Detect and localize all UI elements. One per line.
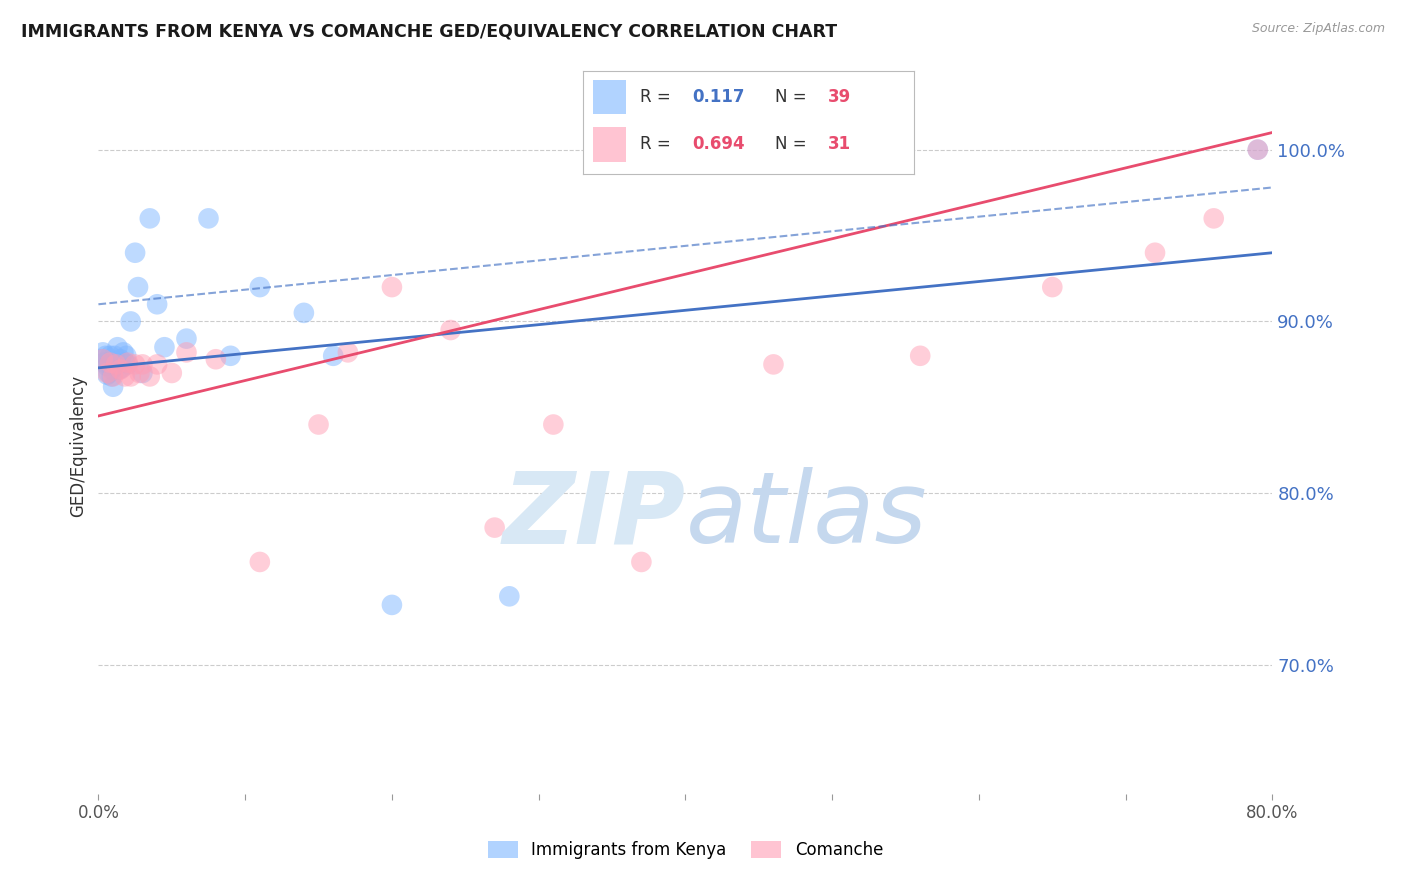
Point: [96, 368, 118, 382]
Text: N =: N =: [775, 136, 813, 153]
Point: [103, 349, 125, 363]
Point: [98, 358, 121, 372]
Point: [105, 358, 128, 372]
Point: [114, 369, 136, 384]
Point: [153, 340, 176, 354]
Text: R =: R =: [640, 88, 676, 106]
Point: [1247, 143, 1270, 157]
Point: [249, 555, 271, 569]
Point: [91, 345, 114, 359]
Point: [115, 349, 138, 363]
Point: [381, 280, 404, 294]
Point: [94, 349, 117, 363]
Text: 0.117: 0.117: [693, 88, 745, 106]
Point: [97, 366, 120, 380]
Point: [197, 211, 219, 226]
Bar: [593, 127, 627, 161]
Point: [146, 358, 169, 372]
Legend: Immigrants from Kenya, Comanche: Immigrants from Kenya, Comanche: [481, 834, 890, 865]
Bar: [593, 79, 627, 114]
Point: [124, 245, 146, 260]
Text: IMMIGRANTS FROM KENYA VS COMANCHE GED/EQUIVALENCY CORRELATION CHART: IMMIGRANTS FROM KENYA VS COMANCHE GED/EQ…: [21, 22, 837, 40]
Point: [96, 366, 118, 380]
Point: [498, 590, 520, 604]
Point: [543, 417, 565, 432]
Point: [108, 362, 131, 376]
Point: [101, 358, 124, 372]
Point: [131, 366, 153, 380]
Point: [114, 356, 136, 370]
Point: [146, 297, 169, 311]
Point: [762, 358, 785, 372]
Text: N =: N =: [775, 88, 813, 106]
Point: [336, 345, 359, 359]
Point: [139, 369, 162, 384]
Point: [98, 356, 121, 370]
Point: [93, 356, 115, 370]
Point: [308, 417, 330, 432]
Point: [117, 356, 139, 370]
Text: 0.694: 0.694: [693, 136, 745, 153]
Point: [101, 369, 124, 384]
Point: [381, 598, 404, 612]
Point: [205, 352, 228, 367]
Point: [1144, 245, 1167, 260]
Point: [1202, 211, 1225, 226]
Point: [117, 358, 139, 372]
Point: [107, 340, 129, 354]
Point: [110, 362, 132, 376]
Y-axis label: GED/Equivalency: GED/Equivalency: [69, 375, 87, 517]
Point: [91, 352, 114, 367]
Point: [124, 358, 146, 372]
Point: [219, 349, 242, 363]
Point: [630, 555, 652, 569]
Point: [1040, 280, 1063, 294]
Point: [484, 520, 506, 534]
Point: [98, 349, 121, 363]
Text: R =: R =: [640, 136, 676, 153]
Point: [120, 314, 142, 328]
Text: ZIP: ZIP: [502, 467, 686, 564]
Point: [100, 362, 122, 376]
Point: [160, 366, 183, 380]
Point: [128, 366, 150, 380]
Text: Source: ZipAtlas.com: Source: ZipAtlas.com: [1251, 22, 1385, 36]
Point: [105, 358, 128, 372]
Text: 31: 31: [828, 136, 851, 153]
Point: [176, 345, 198, 359]
Point: [101, 380, 124, 394]
Point: [96, 359, 118, 373]
Point: [292, 306, 315, 320]
Point: [90, 352, 112, 367]
Point: [1247, 143, 1270, 157]
Point: [322, 349, 344, 363]
Point: [176, 332, 198, 346]
Point: [249, 280, 271, 294]
Text: atlas: atlas: [686, 467, 927, 564]
Point: [131, 358, 153, 372]
Point: [910, 349, 932, 363]
Point: [110, 352, 132, 367]
Point: [139, 211, 162, 226]
Point: [100, 369, 122, 384]
Point: [112, 345, 135, 359]
Point: [120, 369, 142, 384]
Text: 39: 39: [828, 88, 851, 106]
Point: [127, 280, 149, 294]
Point: [111, 360, 134, 375]
Point: [439, 323, 461, 337]
